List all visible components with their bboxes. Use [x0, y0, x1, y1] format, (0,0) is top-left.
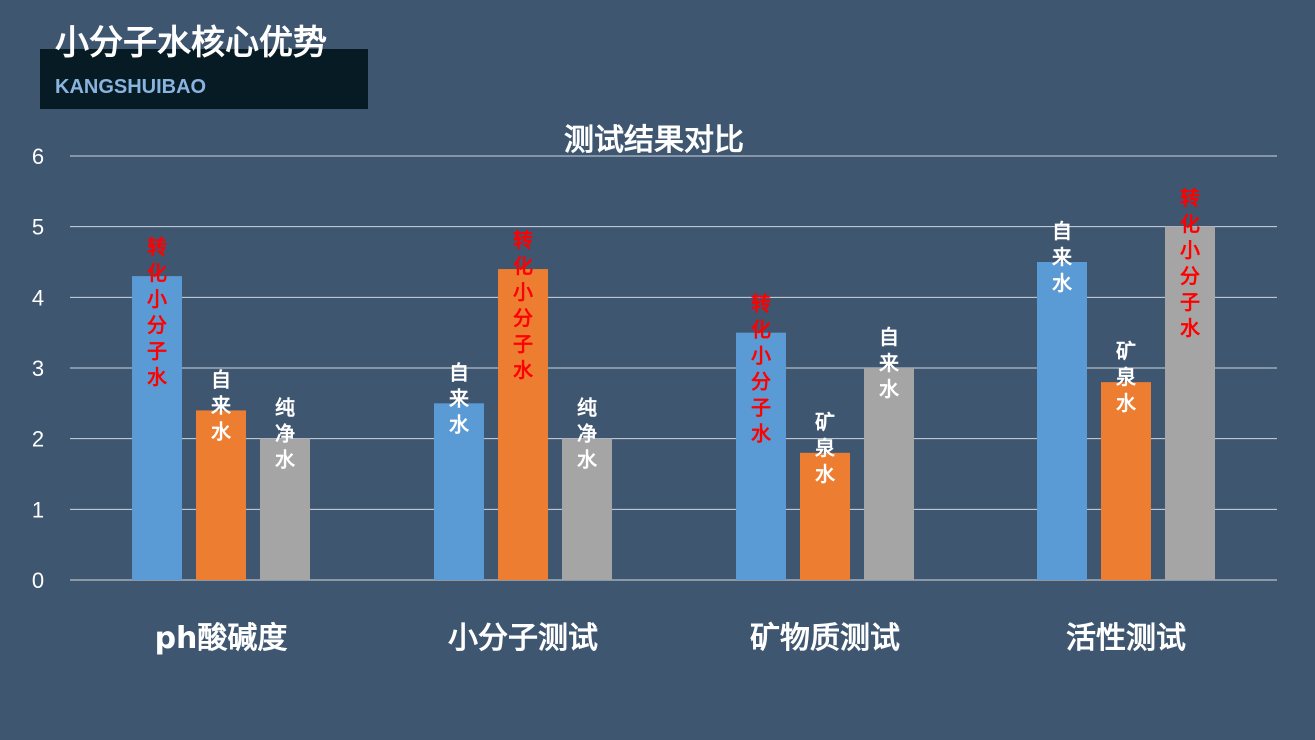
y-tick-label: 0	[32, 568, 44, 593]
bar-label: 自来水	[878, 325, 900, 401]
bar	[1101, 382, 1151, 580]
bar-label: 转化小分子水	[751, 292, 772, 446]
bar	[434, 403, 484, 580]
page-subtitle: KANGSHUIBAO	[55, 76, 207, 98]
bar-label: 转化小分子水	[147, 235, 168, 389]
bar	[1037, 262, 1087, 580]
x-category-label: 矿物质测试	[750, 621, 900, 656]
bar	[736, 332, 786, 580]
x-category-label: 活性测试	[1066, 621, 1186, 656]
bar	[864, 368, 914, 580]
y-tick-label: 3	[32, 356, 44, 381]
x-category-label: 小分子测试	[448, 621, 598, 656]
x-category-label: ph酸碱度	[155, 621, 288, 656]
bar-label: 自来水	[1051, 219, 1073, 295]
bar-label: 自来水	[210, 367, 232, 443]
bar-label: 转化小分子水	[1180, 186, 1201, 340]
y-tick-label: 5	[32, 215, 44, 240]
bar-label: 矿泉水	[1115, 339, 1137, 415]
bar	[1165, 226, 1215, 580]
bar-label: 纯净水	[275, 396, 296, 472]
chart-title: 测试结果对比	[564, 123, 744, 158]
header-box	[40, 49, 368, 109]
bar	[800, 452, 850, 580]
bar-label: 自来水	[448, 360, 470, 436]
bar-label: 矿泉水	[814, 410, 836, 486]
y-tick-label: 6	[32, 144, 44, 169]
bar-label: 转化小分子水	[513, 228, 534, 382]
bar	[260, 438, 310, 580]
bar	[562, 438, 612, 580]
y-tick-label: 4	[32, 285, 44, 310]
bar-label: 纯净水	[577, 396, 598, 472]
y-tick-label: 2	[32, 427, 44, 452]
bar	[498, 269, 548, 580]
page-title: 小分子水核心优势	[55, 23, 327, 63]
y-tick-label: 1	[32, 497, 44, 522]
bar	[132, 276, 182, 580]
bar	[196, 410, 246, 580]
